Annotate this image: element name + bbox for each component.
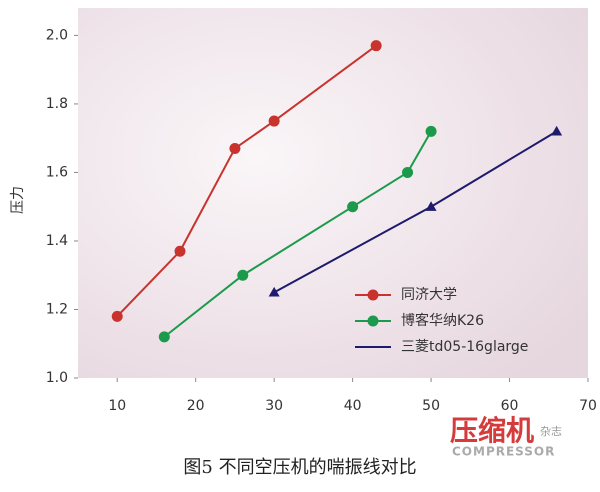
x-tick-label: 70 bbox=[579, 398, 597, 414]
x-tick-label: 10 bbox=[108, 398, 126, 414]
legend-label: 博客华纳K26 bbox=[401, 312, 484, 329]
x-tick-label: 50 bbox=[422, 398, 440, 414]
y-tick-label: 1.2 bbox=[46, 301, 68, 317]
y-tick-label: 1.0 bbox=[46, 370, 68, 386]
marker bbox=[370, 40, 382, 52]
marker bbox=[158, 331, 170, 343]
marker bbox=[402, 166, 414, 178]
legend-label: 同济大学 bbox=[401, 287, 457, 303]
marker bbox=[237, 269, 249, 281]
y-tick-label: 2.0 bbox=[46, 27, 68, 43]
y-tick-label: 1.8 bbox=[46, 96, 68, 112]
y-axis-label: 压力 bbox=[10, 186, 26, 214]
marker bbox=[174, 245, 186, 257]
marker bbox=[268, 286, 280, 297]
x-tick-label: 40 bbox=[344, 398, 362, 414]
legend-marker bbox=[367, 315, 379, 327]
caption: 图5 不同空压机的喘振线对比 bbox=[183, 457, 416, 478]
marker bbox=[551, 125, 563, 136]
watermark-sub: COMPRESSOR bbox=[452, 445, 555, 459]
marker bbox=[425, 125, 437, 137]
marker bbox=[229, 142, 241, 154]
x-tick-label: 20 bbox=[187, 398, 205, 414]
marker bbox=[111, 310, 123, 322]
y-tick-label: 1.6 bbox=[46, 164, 68, 180]
watermark-tag: 杂志 bbox=[540, 425, 562, 438]
x-tick-label: 60 bbox=[501, 398, 519, 414]
watermark: 压缩机 bbox=[450, 414, 534, 447]
y-tick-label: 1.4 bbox=[46, 233, 68, 249]
marker bbox=[425, 201, 437, 211]
legend-marker bbox=[367, 289, 379, 301]
x-tick-label: 30 bbox=[265, 398, 283, 414]
plot-area bbox=[78, 8, 588, 378]
legend-label: 三菱td05-16glarge bbox=[401, 339, 528, 355]
marker bbox=[347, 201, 359, 213]
marker bbox=[268, 115, 280, 127]
